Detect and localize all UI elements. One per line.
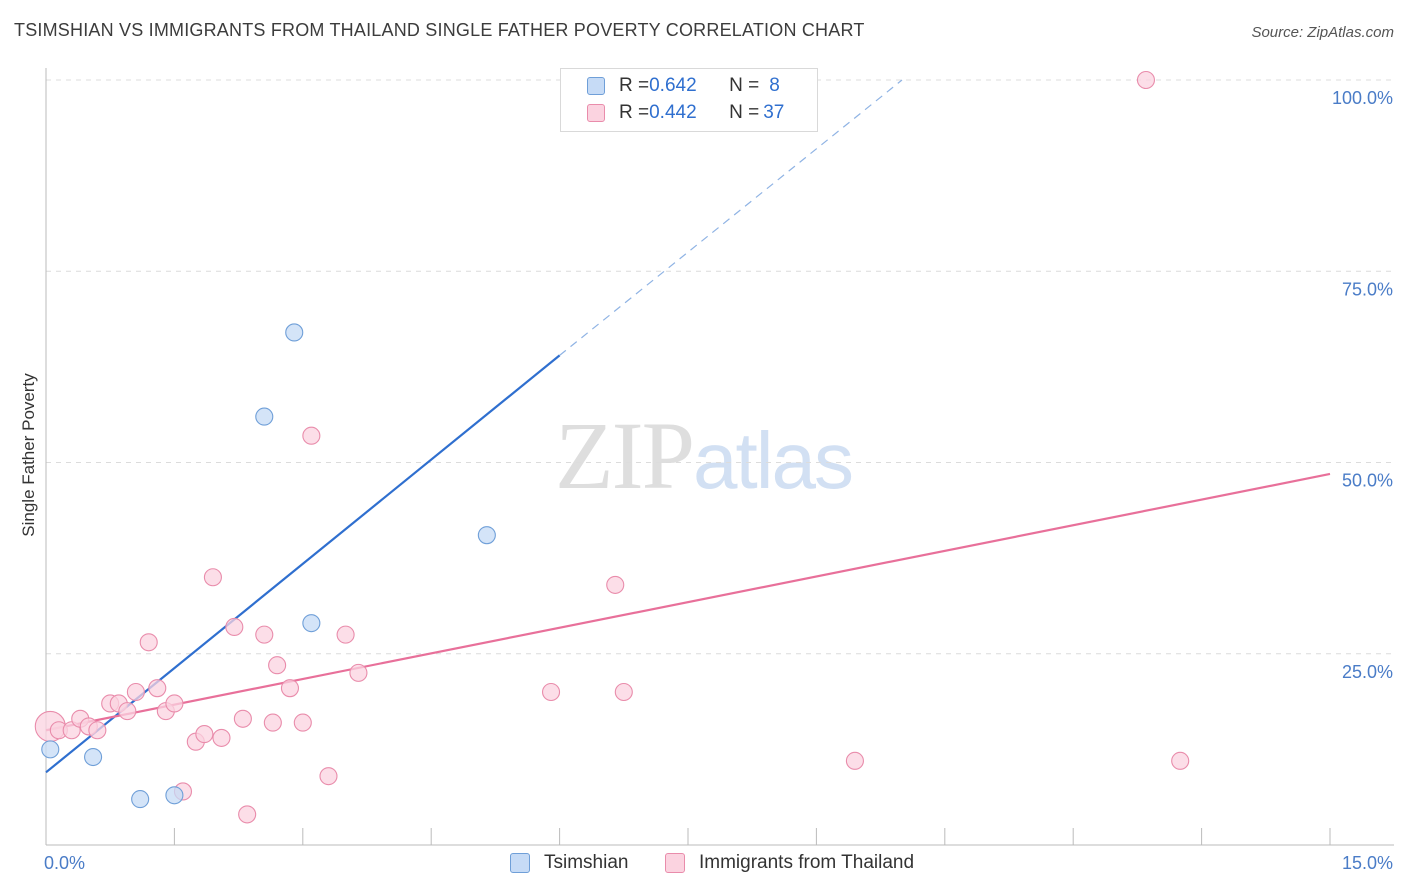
- watermark-zip: ZIP: [555, 402, 695, 509]
- legend-n-label: N =: [729, 102, 760, 123]
- y-axis-title: Single Father Poverty: [19, 373, 38, 537]
- data-point-thailand: [148, 679, 167, 698]
- series-legend-thailand[interactable]: Immigrants from Thailand: [665, 852, 914, 874]
- data-point-thailand: [280, 679, 300, 698]
- data-point-thailand: [845, 751, 864, 770]
- legend-n-value: 8: [769, 75, 780, 96]
- x-tick-label: 0.0%: [44, 853, 85, 873]
- legend-r-value: 0.642: [649, 75, 697, 96]
- data-point-tsimshian: [255, 407, 274, 426]
- data-point-thailand: [233, 709, 252, 728]
- series-legend-tsimshian[interactable]: Tsimshian: [510, 852, 628, 874]
- legend-row-tsimshian: R = 0.642 N = 8: [587, 73, 780, 99]
- data-point-thailand: [336, 625, 355, 644]
- data-point-thailand: [1136, 70, 1156, 90]
- series-swatch-thailand: [665, 853, 685, 873]
- correlation-legend: R = 0.642 N = 8 R = 0.442 N = 37: [560, 68, 818, 132]
- legend-n-value: 37: [763, 102, 785, 123]
- data-point-tsimshian: [165, 786, 184, 805]
- data-point-thailand: [88, 721, 107, 740]
- data-point-thailand: [349, 663, 368, 682]
- data-point-thailand: [302, 426, 321, 445]
- data-point-thailand: [212, 728, 231, 747]
- trend-extension-0: [559, 79, 903, 356]
- data-point-tsimshian: [84, 747, 103, 767]
- data-point-thailand: [195, 725, 214, 744]
- legend-swatch-tsimshian: [587, 77, 605, 95]
- data-point-tsimshian: [131, 790, 150, 809]
- data-point-thailand: [118, 702, 137, 721]
- x-tick-label: 15.0%: [1342, 853, 1393, 873]
- legend-n-label: N =: [729, 75, 760, 96]
- legend-r-label: R =: [619, 102, 650, 123]
- legend-swatch-thailand: [587, 104, 605, 122]
- y-tick-label: 75.0%: [1342, 279, 1393, 299]
- legend-row-thailand: R = 0.442 N = 37: [587, 100, 784, 126]
- watermark: ZIPatlas: [555, 400, 854, 511]
- data-point-thailand: [139, 633, 158, 652]
- legend-r-value: 0.442: [649, 102, 697, 123]
- gridlines: [46, 79, 1394, 655]
- data-point-thailand: [238, 805, 257, 824]
- trend-line-1: [45, 472, 1331, 732]
- legend-r-label: R =: [619, 75, 650, 96]
- data-point-thailand: [541, 682, 561, 702]
- data-point-thailand: [1171, 751, 1190, 770]
- data-point-thailand: [203, 568, 222, 587]
- data-point-thailand: [225, 617, 244, 637]
- data-point-thailand: [319, 767, 338, 786]
- series-legend: Tsimshian Immigrants from Thailand: [0, 852, 1406, 878]
- y-tick-label: 50.0%: [1342, 471, 1393, 491]
- data-point-thailand: [255, 625, 274, 644]
- series-label-thailand: Immigrants from Thailand: [699, 852, 915, 873]
- data-point-thailand: [614, 682, 633, 702]
- trend-lines: [45, 79, 1331, 774]
- data-point-tsimshian: [285, 323, 304, 342]
- data-point-tsimshian: [302, 614, 321, 633]
- y-tick-label: 100.0%: [1332, 88, 1393, 108]
- watermark-atlas: atlas: [693, 416, 854, 505]
- tick-labels: 25.0% 50.0% 75.0% 100.0% 0.0% 15.0%: [44, 88, 1393, 873]
- chart-title: TSIMSHIAN VS IMMIGRANTS FROM THAILAND SI…: [14, 20, 865, 40]
- data-point-thailand: [126, 682, 145, 702]
- data-point-thailand: [606, 575, 625, 594]
- data-point-thailand: [268, 656, 287, 675]
- data-point-thailand: [263, 713, 282, 732]
- y-tick-label: 25.0%: [1342, 662, 1393, 682]
- trend-line-0: [45, 354, 561, 774]
- data-point-tsimshian: [41, 740, 60, 759]
- data-points: [34, 70, 1190, 824]
- source-label: Source: ZipAtlas.com: [1251, 24, 1394, 41]
- series-swatch-tsimshian: [510, 853, 530, 873]
- series-label-tsimshian: Tsimshian: [544, 852, 629, 873]
- data-point-tsimshian: [477, 526, 496, 545]
- axes: [45, 68, 1394, 846]
- data-point-thailand: [165, 694, 184, 713]
- data-point-thailand: [293, 713, 312, 732]
